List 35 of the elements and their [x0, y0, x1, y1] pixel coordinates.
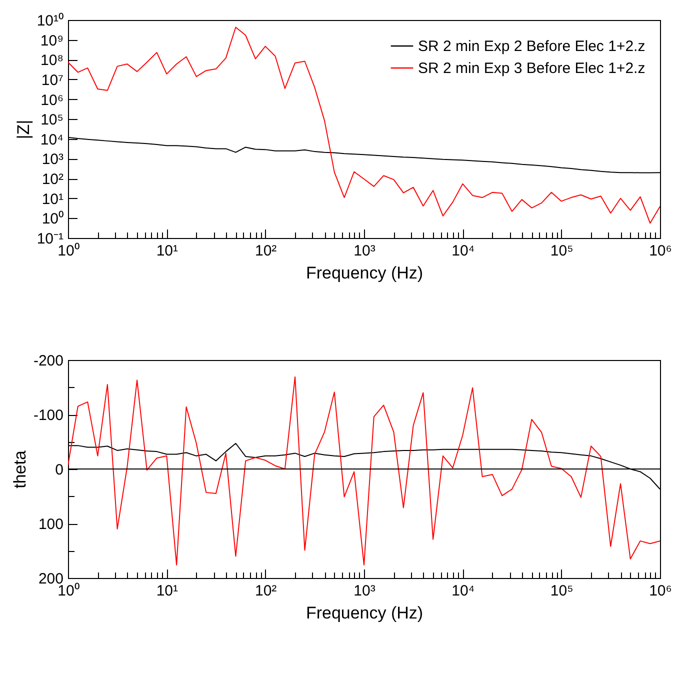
- y-tick-label: 10⁵: [40, 112, 64, 129]
- y-tick-label: 10⁷: [41, 72, 64, 89]
- y-axis-title: |Z|: [14, 120, 33, 140]
- x-tick-label: 10⁰: [58, 582, 80, 600]
- x-tick-label: 10⁵: [550, 242, 574, 260]
- x-axis-title: Frequency (Hz): [306, 604, 424, 622]
- y-tick-label: 10²: [42, 171, 64, 188]
- y-tick-label: 10³: [42, 151, 64, 168]
- y-tick-label: 10⁴: [40, 131, 64, 148]
- x-tick-label: 10⁶: [649, 582, 672, 600]
- x-tick-label: 10²: [254, 582, 277, 600]
- legend-label: SR 2 min Exp 2 Before Elec 1+2.z: [418, 38, 646, 55]
- x-tick-label: 10²: [254, 242, 277, 260]
- x-tick-label: 10⁶: [649, 242, 672, 260]
- y-tick-label: 10⁰: [42, 210, 64, 228]
- y-tick-label: 0: [55, 462, 64, 478]
- y-tick-label: 10¹⁰: [36, 12, 64, 30]
- x-tick-label: 10⁵: [550, 582, 574, 600]
- y-axis-title: theta: [10, 450, 30, 488]
- x-tick-label: 10³: [354, 582, 376, 600]
- y-tick-label: 10¹: [42, 190, 64, 208]
- x-tick-label: 10¹: [156, 582, 178, 600]
- y-tick-label: -200: [33, 352, 64, 370]
- legend-label: SR 2 min Exp 3 Before Elec 1+2.z: [418, 60, 646, 77]
- x-tick-label: 10⁰: [58, 242, 80, 260]
- x-tick-label: 10¹: [156, 242, 178, 260]
- x-tick-label: 10³: [354, 242, 376, 260]
- y-tick-label: 10⁶: [40, 92, 64, 109]
- x-axis-title: Frequency (Hz): [306, 264, 424, 282]
- x-tick-label: 10⁴: [452, 582, 475, 600]
- y-tick-label: 10⁸: [40, 52, 64, 70]
- y-tick-label: 10⁹: [40, 32, 64, 50]
- x-tick-label: 10⁴: [452, 242, 475, 260]
- y-tick-label: -100: [33, 407, 64, 424]
- y-tick-label: 100: [38, 516, 64, 533]
